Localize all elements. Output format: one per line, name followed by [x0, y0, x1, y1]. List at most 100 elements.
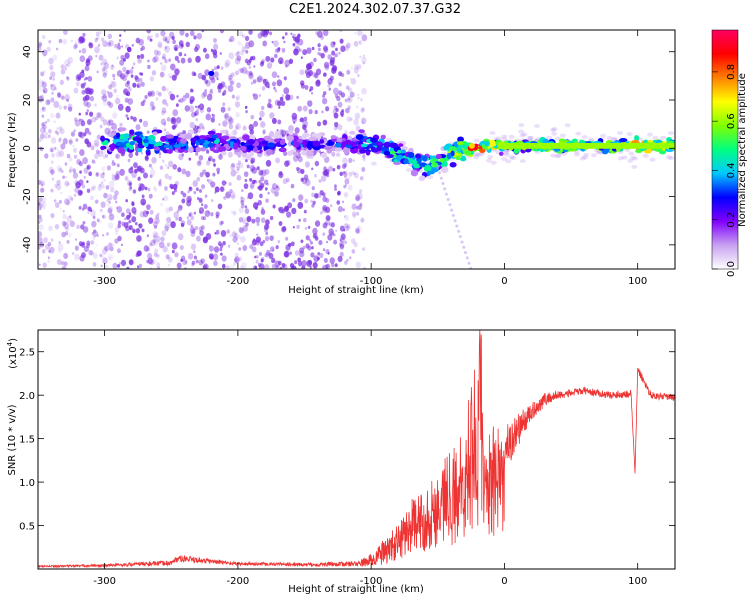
spectrogram-speckle	[101, 248, 107, 255]
spectrogram-speckle	[224, 113, 230, 120]
spectrogram-speckle	[50, 213, 55, 219]
spectrogram-speckle	[119, 34, 122, 37]
spectrogram-speckle	[362, 154, 366, 159]
spectrogram-ridge-cell	[449, 161, 457, 168]
spectrogram-speckle	[202, 236, 209, 244]
spectrogram-speckle	[342, 157, 348, 165]
spectrogram-speckle	[224, 62, 230, 69]
spectrogram-speckle	[173, 211, 179, 219]
spectrogram-ridge-cell	[143, 138, 149, 144]
spectrogram-speckle	[265, 198, 269, 203]
spectrogram-speckle	[60, 64, 65, 70]
spectrogram-speckle	[49, 76, 53, 81]
spectrogram-haze	[630, 155, 637, 160]
spectrogram-speckle	[136, 235, 142, 242]
spectrogram-ridge-cell	[160, 135, 167, 143]
spectrogram-speckle	[326, 215, 331, 221]
spectrogram-speckle	[115, 153, 120, 160]
spectrogram-speckle	[226, 265, 230, 269]
spectrogram-speckle	[177, 167, 182, 173]
spectrogram-speckle	[166, 216, 172, 224]
spectrogram-speckle	[235, 125, 239, 130]
spectrogram-speckle	[334, 187, 337, 191]
spectrogram-ridge-cell	[342, 146, 350, 154]
spectrogram-speckle	[152, 234, 157, 239]
spectrogram-speckle	[257, 199, 262, 206]
spectrogram-speckle	[38, 42, 42, 47]
spectrogram-speckle	[231, 231, 237, 238]
spectrogram-speckle	[38, 217, 43, 223]
spectrogram-speckle	[323, 91, 327, 96]
spectrogram-speckle	[180, 190, 184, 195]
spectrogram-speckle	[251, 246, 257, 253]
spectrogram-speckle	[39, 137, 43, 143]
spectrogram-haze	[527, 136, 534, 141]
spectrogram-speckle	[357, 96, 360, 100]
spectrogram-speckle	[50, 113, 55, 119]
spectrogram-speckle	[96, 134, 101, 140]
spectrogram-speckle	[168, 160, 174, 168]
spectrogram-speckle	[307, 100, 313, 107]
spectrogram-speckle	[235, 169, 240, 175]
spectrogram-speckle	[47, 259, 51, 264]
spectrogram-speckle	[358, 39, 363, 46]
spectrogram-speckle	[136, 84, 140, 88]
spectrogram-speckle	[255, 255, 259, 259]
spectrogram-speckle	[201, 30, 205, 33]
spectrogram-speckle	[66, 62, 71, 68]
spectrogram-speckle	[244, 205, 248, 209]
spectrogram-speckle	[265, 231, 269, 236]
spectrogram-speckle	[68, 139, 73, 145]
spectrogram-speckle	[321, 264, 328, 269]
spectrogram-tail	[457, 229, 461, 233]
spectrogram-ridge-cell	[386, 154, 394, 159]
spectrogram-ridge-cell	[213, 139, 220, 145]
spectrogram-speckle	[107, 208, 113, 214]
spectrogram-speckle	[151, 166, 153, 170]
spectrogram-speckle	[42, 124, 47, 130]
spectrogram-speckle	[135, 124, 141, 131]
spectrogram-speckle	[256, 77, 261, 83]
spectrogram-speckle	[160, 30, 166, 37]
spectrogram-speckle	[177, 204, 183, 211]
spectrogram-speckle	[267, 85, 270, 89]
spectrogram-speckle	[358, 41, 361, 44]
spectrogram-speckle	[222, 102, 226, 107]
spectrogram-speckle	[209, 88, 213, 93]
spectrogram-speckle	[50, 83, 53, 87]
spectrogram-speckle	[38, 201, 41, 206]
spectrogram-speckle	[50, 160, 54, 164]
spectrogram-speckle	[235, 123, 241, 130]
spectrogram-ridge-cell	[365, 150, 371, 156]
spectrogram-speckle	[312, 200, 316, 205]
spectrogram-speckle	[108, 201, 111, 204]
spectrogram-speckle	[58, 138, 62, 143]
spectrogram-speckle	[190, 224, 193, 228]
spectrogram-speckle	[283, 250, 290, 258]
spectrogram-speckle	[198, 207, 205, 214]
spectrogram-speckle	[299, 247, 305, 254]
spectrogram-speckle	[55, 112, 61, 119]
spectrogram-speckle	[219, 52, 222, 55]
spectrogram-tail	[438, 171, 442, 175]
spectrogram-speckle	[137, 58, 142, 64]
spectrogram-speckle	[117, 103, 124, 111]
spectrogram-speckle	[84, 127, 90, 134]
spectrogram-speckle	[266, 224, 270, 229]
spectrogram-speckle	[244, 35, 250, 42]
spectrogram-speckle	[248, 65, 252, 70]
spectrogram-speckle	[361, 167, 366, 173]
spectrogram-speckle	[302, 105, 308, 112]
spectrogram-speckle	[168, 257, 173, 263]
spectrogram-speckle	[50, 238, 54, 242]
spectrogram-speckle	[229, 191, 236, 199]
spectrogram-speckle	[308, 238, 312, 242]
spectrogram-speckle	[41, 248, 46, 254]
spectrogram-speckle	[58, 150, 65, 158]
spectrogram-speckle	[277, 239, 281, 244]
spectrogram-speckle	[197, 72, 203, 80]
spectrogram-speckle	[305, 63, 312, 71]
spectrogram-speckle	[102, 154, 107, 159]
spectrogram-speckle	[308, 109, 313, 115]
spectrogram-speckle	[164, 36, 171, 44]
